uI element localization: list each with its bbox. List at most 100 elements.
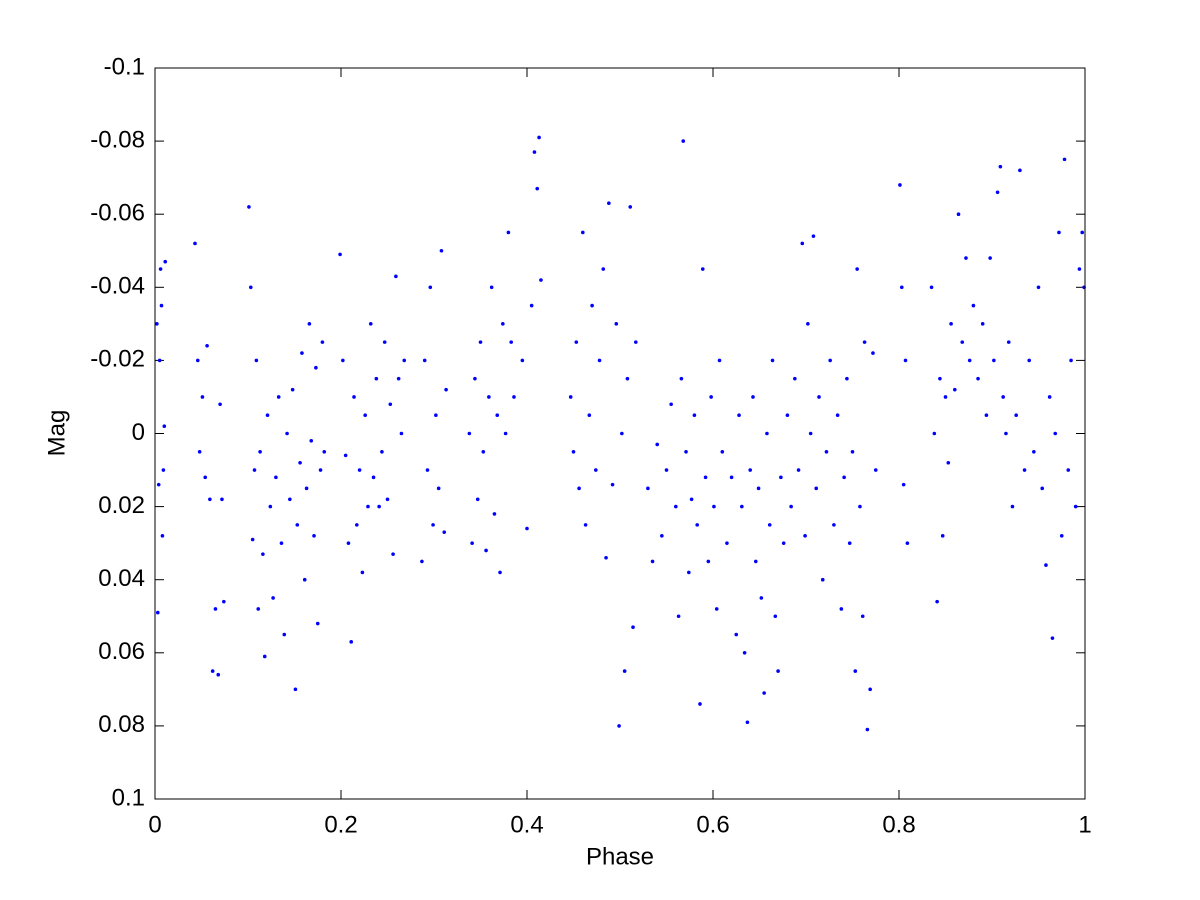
point: [529, 303, 534, 308]
point: [620, 431, 624, 436]
point: [309, 439, 314, 443]
point: [964, 256, 968, 260]
point: [539, 278, 543, 282]
point: [938, 376, 942, 381]
point: [501, 322, 505, 326]
point: [669, 402, 673, 407]
point: [767, 523, 772, 527]
point: [222, 599, 226, 604]
point: [300, 351, 304, 355]
point: [953, 387, 957, 392]
point: [842, 475, 846, 480]
point: [509, 340, 513, 344]
point: [155, 610, 160, 615]
point: [162, 424, 167, 428]
point: [338, 252, 342, 257]
point: [684, 449, 688, 454]
point: [312, 534, 316, 538]
point: [210, 669, 215, 673]
point: [298, 460, 302, 465]
point: [759, 596, 764, 600]
y-tick-label: 0.1: [112, 784, 145, 811]
x-axis-label: Phase: [586, 843, 654, 870]
point: [157, 358, 162, 363]
point: [956, 212, 961, 216]
point: [431, 523, 435, 527]
x-tick-label: 0.2: [324, 811, 357, 838]
point: [203, 475, 208, 480]
point: [1069, 358, 1073, 363]
point: [247, 205, 251, 209]
y-tick-label: -0.08: [90, 126, 145, 153]
point: [946, 460, 951, 465]
point: [824, 449, 829, 454]
point: [676, 614, 681, 619]
point: [374, 376, 379, 381]
point: [1040, 486, 1045, 491]
point: [442, 530, 447, 534]
y-axis-label: Mag: [43, 410, 70, 457]
point: [352, 395, 356, 399]
point: [268, 504, 273, 509]
point: [200, 395, 205, 399]
point: [899, 285, 904, 290]
point: [439, 248, 444, 253]
point: [382, 340, 387, 344]
point: [737, 413, 741, 418]
point: [478, 340, 483, 344]
point: [422, 358, 427, 363]
point: [698, 702, 702, 706]
point: [650, 559, 655, 564]
point: [481, 449, 486, 454]
point: [302, 577, 307, 582]
point: [814, 486, 819, 491]
axes-box: [154, 67, 1086, 800]
point: [706, 559, 711, 564]
point: [855, 267, 859, 271]
point: [535, 186, 540, 191]
point: [1036, 285, 1041, 290]
point: [489, 285, 494, 290]
point: [1050, 636, 1055, 640]
point: [271, 596, 275, 600]
point: [865, 727, 870, 732]
point: [765, 431, 769, 436]
point: [163, 259, 168, 264]
point: [845, 376, 849, 381]
x-tick-label: 1: [1078, 811, 1091, 838]
point: [1006, 340, 1011, 344]
point: [195, 358, 200, 363]
point: [265, 413, 270, 418]
point: [871, 351, 875, 355]
point: [1073, 504, 1078, 509]
point: [1044, 563, 1048, 567]
point: [709, 395, 713, 399]
point: [992, 358, 996, 363]
point: [734, 632, 739, 637]
point: [687, 570, 691, 575]
point: [614, 322, 619, 326]
point: [740, 504, 744, 509]
point: [960, 340, 965, 344]
point: [1014, 413, 1018, 418]
y-tick-label: 0.06: [98, 638, 145, 665]
point: [256, 607, 261, 611]
point: [320, 340, 325, 344]
point: [832, 523, 836, 527]
point: [261, 552, 265, 556]
point: [587, 413, 592, 418]
point: [980, 322, 985, 326]
point: [205, 343, 209, 348]
point: [793, 376, 797, 381]
point: [929, 285, 934, 290]
point: [770, 358, 775, 363]
point: [349, 640, 354, 644]
point: [628, 205, 633, 209]
point: [967, 358, 972, 363]
point: [905, 541, 910, 545]
point: [213, 607, 218, 611]
point: [161, 468, 166, 472]
point: [901, 482, 906, 487]
